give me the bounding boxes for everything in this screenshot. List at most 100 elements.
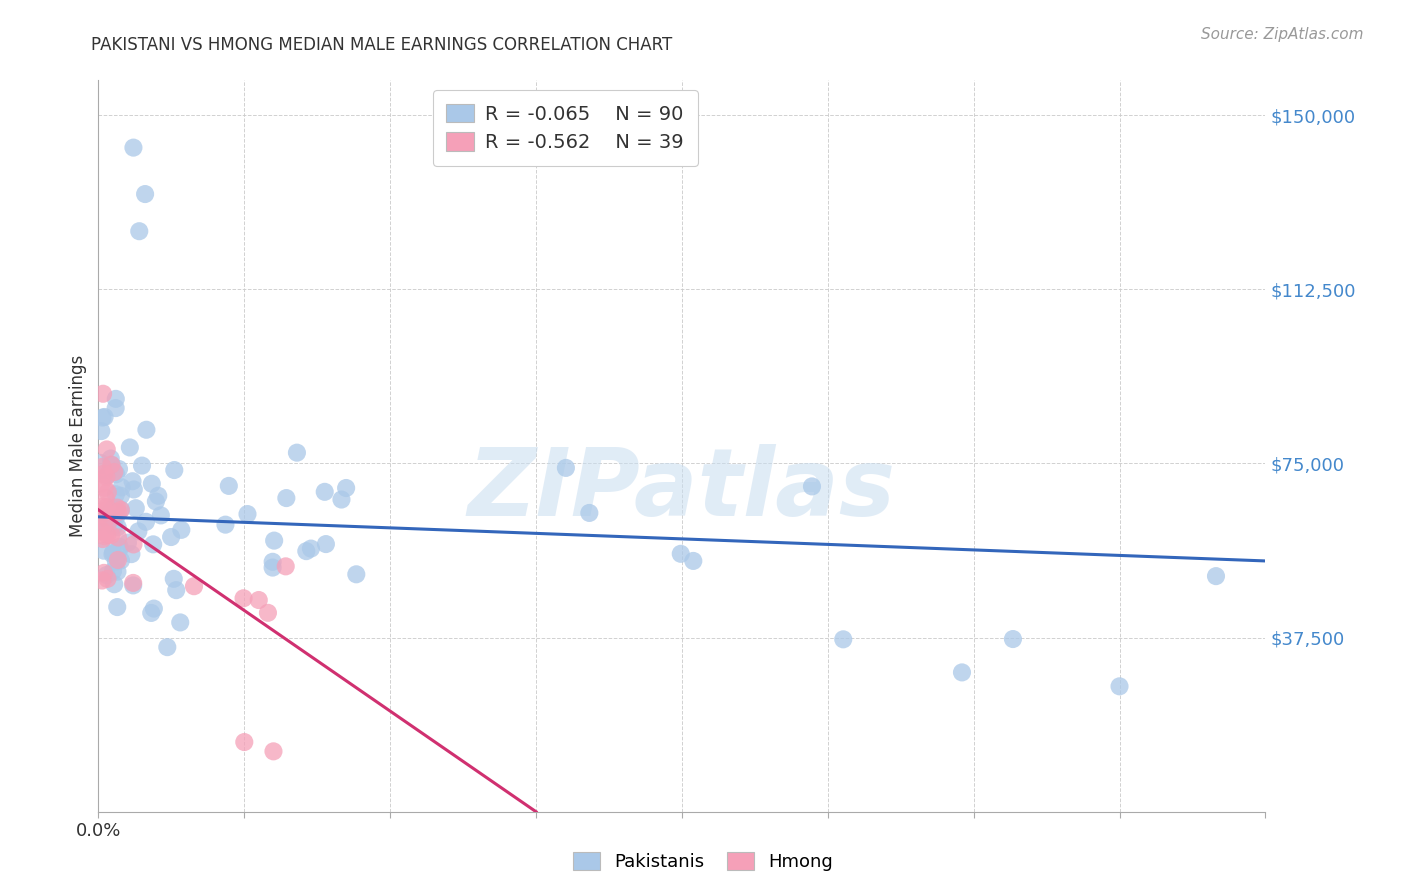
Point <box>232 591 254 606</box>
Text: PAKISTANI VS HMONG MEDIAN MALE EARNINGS CORRELATION CHART: PAKISTANI VS HMONG MEDIAN MALE EARNINGS … <box>91 36 672 54</box>
Point <box>142 601 165 615</box>
Text: Source: ZipAtlas.com: Source: ZipAtlas.com <box>1201 27 1364 42</box>
Point <box>91 500 114 514</box>
Point <box>97 515 120 529</box>
Point <box>90 514 112 528</box>
Point <box>105 500 128 515</box>
Legend: Pakistanis, Hmong: Pakistanis, Hmong <box>567 846 839 879</box>
Point <box>183 579 205 593</box>
Y-axis label: Median Male Earnings: Median Male Earnings <box>69 355 87 537</box>
Point <box>122 537 145 551</box>
Point <box>1108 679 1130 693</box>
Point <box>91 507 114 521</box>
Point <box>103 465 125 479</box>
Point <box>89 456 111 470</box>
Point <box>163 572 186 586</box>
Point <box>105 467 128 482</box>
Point <box>135 515 157 529</box>
Point <box>94 529 117 543</box>
Point <box>122 483 145 497</box>
Point <box>101 564 124 578</box>
Point <box>262 555 284 569</box>
Point <box>120 547 142 561</box>
Point <box>236 507 259 521</box>
Point <box>950 665 973 680</box>
Point <box>142 537 165 551</box>
Point <box>141 606 163 620</box>
Point <box>554 461 576 475</box>
Point <box>108 462 131 476</box>
Text: ZIPatlas: ZIPatlas <box>468 444 896 536</box>
Point <box>96 572 118 586</box>
Point <box>96 500 118 514</box>
Point <box>170 523 193 537</box>
Point <box>110 502 132 516</box>
Point <box>107 565 129 579</box>
Point <box>110 503 132 517</box>
Point <box>299 541 322 556</box>
Point <box>96 468 118 483</box>
Point <box>1001 632 1024 646</box>
Point <box>149 508 172 523</box>
Point <box>330 492 353 507</box>
Point <box>103 577 125 591</box>
Point <box>131 458 153 473</box>
Point <box>285 445 308 459</box>
Point <box>274 559 297 574</box>
Point <box>801 479 824 493</box>
Point <box>263 533 285 548</box>
Point <box>110 489 132 503</box>
Point <box>94 503 117 517</box>
Point <box>233 735 256 749</box>
Point <box>101 545 124 559</box>
Point <box>276 491 298 505</box>
Point <box>247 593 270 607</box>
Point <box>98 511 121 525</box>
Point <box>107 520 129 534</box>
Point <box>314 484 336 499</box>
Point <box>100 451 122 466</box>
Point <box>257 606 280 620</box>
Point <box>103 519 125 533</box>
Point <box>93 543 115 558</box>
Point <box>90 514 112 528</box>
Point <box>315 537 337 551</box>
Point <box>105 510 128 524</box>
Point <box>100 528 122 542</box>
Point <box>578 506 600 520</box>
Point <box>218 479 240 493</box>
Point <box>1205 569 1227 583</box>
Point <box>96 528 118 542</box>
Point <box>96 568 118 582</box>
Point <box>214 517 236 532</box>
Point <box>93 481 115 495</box>
Legend: R = -0.065    N = 90, R = -0.562    N = 39: R = -0.065 N = 90, R = -0.562 N = 39 <box>433 90 697 166</box>
Point <box>91 410 114 425</box>
Point <box>100 458 122 472</box>
Point <box>125 501 148 516</box>
Point <box>122 578 145 592</box>
Point <box>90 424 112 438</box>
Point <box>121 475 143 489</box>
Point <box>104 554 127 568</box>
Point <box>101 547 124 561</box>
Point <box>108 540 131 554</box>
Point <box>104 401 127 416</box>
Point <box>117 535 139 549</box>
Point <box>262 744 284 758</box>
Point <box>93 566 115 580</box>
Point <box>135 423 157 437</box>
Point <box>141 476 163 491</box>
Point <box>111 480 134 494</box>
Point <box>107 531 129 545</box>
Point <box>344 567 367 582</box>
Point <box>669 547 692 561</box>
Point <box>90 476 112 491</box>
Point <box>98 506 121 520</box>
Point <box>163 463 186 477</box>
Point <box>93 409 115 424</box>
Point <box>104 392 127 406</box>
Point <box>97 485 120 500</box>
Point <box>262 560 284 574</box>
Point <box>156 640 179 655</box>
